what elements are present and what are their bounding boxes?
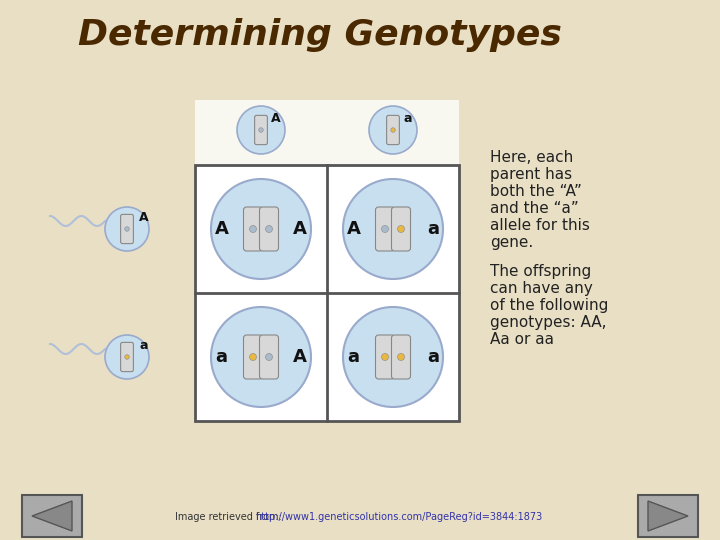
Circle shape [105, 207, 149, 251]
Circle shape [397, 226, 405, 233]
Circle shape [258, 128, 264, 132]
Bar [195, 165, 459, 421]
Circle shape [250, 354, 256, 361]
FancyBboxPatch shape [259, 207, 279, 251]
Circle shape [125, 355, 130, 359]
Text: The offspring: The offspring [490, 264, 591, 279]
Bar [638, 495, 698, 537]
FancyBboxPatch shape [121, 342, 133, 372]
Circle shape [369, 106, 417, 154]
Text: of the following: of the following [490, 298, 608, 313]
Circle shape [105, 335, 149, 379]
Text: A: A [215, 220, 229, 238]
Text: A: A [139, 211, 148, 224]
Circle shape [382, 354, 389, 361]
Polygon shape [32, 501, 72, 531]
Circle shape [382, 226, 389, 233]
Text: a: a [139, 339, 148, 352]
Text: A: A [271, 112, 281, 125]
FancyBboxPatch shape [387, 116, 400, 145]
Text: and the “a”: and the “a” [490, 201, 579, 216]
Circle shape [343, 307, 443, 407]
Circle shape [391, 128, 395, 132]
Text: Determining Genotypes: Determining Genotypes [78, 18, 562, 52]
Circle shape [397, 354, 405, 361]
Text: Here, each: Here, each [490, 150, 573, 165]
Text: Image retrieved from:: Image retrieved from: [175, 512, 285, 522]
Text: Aa or aa: Aa or aa [490, 332, 554, 347]
Bar [22, 495, 82, 537]
Text: both the “A”: both the “A” [490, 184, 582, 199]
Text: A: A [347, 220, 361, 238]
Circle shape [266, 226, 272, 233]
FancyBboxPatch shape [243, 335, 263, 379]
Text: can have any: can have any [490, 281, 593, 296]
Text: a: a [215, 348, 227, 366]
Text: a: a [347, 348, 359, 366]
FancyBboxPatch shape [376, 335, 395, 379]
Circle shape [211, 179, 311, 279]
Circle shape [343, 179, 443, 279]
Text: http://www1.geneticsolutions.com/PageReg?id=3844:1873: http://www1.geneticsolutions.com/PageReg… [255, 512, 542, 522]
Circle shape [211, 307, 311, 407]
Text: a: a [427, 220, 439, 238]
Text: genotypes: AA,: genotypes: AA, [490, 315, 606, 330]
Text: a: a [403, 112, 412, 125]
Circle shape [266, 354, 272, 361]
FancyBboxPatch shape [259, 335, 279, 379]
Text: allele for this: allele for this [490, 218, 590, 233]
Text: gene.: gene. [490, 235, 534, 250]
Text: parent has: parent has [490, 167, 572, 182]
Text: A: A [293, 348, 307, 366]
Polygon shape [648, 501, 688, 531]
Circle shape [125, 227, 130, 231]
Text: a: a [427, 348, 439, 366]
Circle shape [237, 106, 285, 154]
FancyBboxPatch shape [121, 214, 133, 244]
Circle shape [250, 226, 256, 233]
FancyBboxPatch shape [255, 116, 267, 145]
Bar [195, 100, 459, 421]
FancyBboxPatch shape [392, 335, 410, 379]
FancyBboxPatch shape [243, 207, 263, 251]
Text: A: A [293, 220, 307, 238]
FancyBboxPatch shape [392, 207, 410, 251]
FancyBboxPatch shape [376, 207, 395, 251]
